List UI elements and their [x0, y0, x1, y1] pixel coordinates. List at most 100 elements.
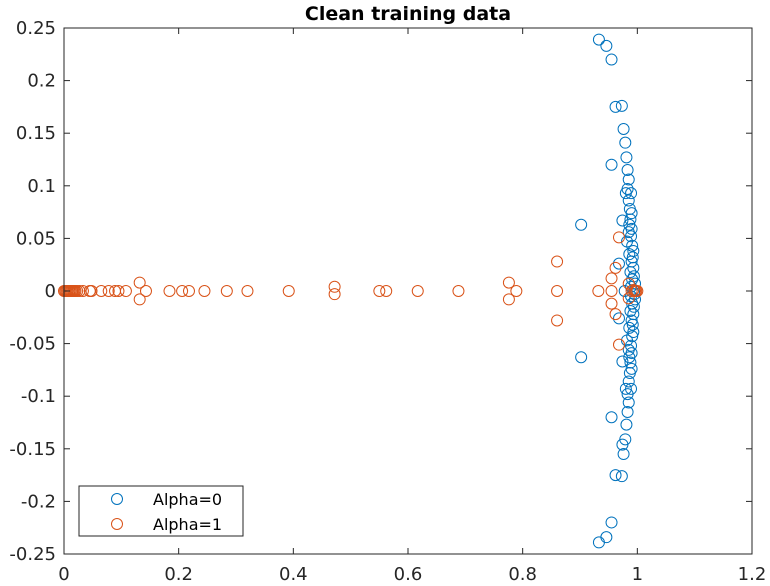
data-marks — [58, 33, 644, 549]
data-point — [623, 248, 636, 261]
data-point — [615, 99, 628, 112]
data-point — [622, 194, 635, 207]
data-point — [605, 297, 618, 310]
data-point — [328, 280, 341, 293]
y-tick-label: 0.2 — [27, 71, 56, 92]
data-point — [627, 261, 640, 274]
data-point — [575, 218, 588, 231]
data-point — [617, 122, 630, 135]
data-point — [592, 285, 605, 297]
data-point — [182, 285, 195, 297]
data-point — [617, 448, 630, 461]
data-point — [622, 396, 635, 409]
data-point — [85, 285, 98, 297]
data-point — [102, 285, 115, 297]
y-tick-label: 0.05 — [16, 228, 56, 249]
data-point — [241, 285, 254, 297]
legend-marker — [111, 518, 123, 530]
x-tick-label: 1 — [632, 564, 643, 585]
data-point — [620, 418, 633, 431]
x-tick-label: 0.8 — [508, 564, 537, 585]
data-point — [631, 285, 644, 297]
data-point — [620, 151, 633, 164]
data-point — [624, 266, 637, 279]
data-point — [373, 285, 386, 297]
data-point — [612, 257, 625, 270]
series-alpha-0 — [575, 33, 642, 549]
y-tick-label: -0.2 — [21, 491, 56, 512]
data-point — [609, 308, 622, 321]
y-tick-label: -0.1 — [21, 386, 56, 407]
data-point — [119, 285, 132, 297]
data-point — [629, 293, 642, 306]
data-point — [73, 285, 86, 297]
x-tick-label: 0.4 — [279, 564, 308, 585]
x-tick-label: 0 — [58, 564, 69, 585]
data-point — [622, 173, 635, 186]
data-point — [609, 469, 622, 482]
y-tick-label: -0.25 — [9, 544, 56, 565]
data-point — [411, 285, 424, 297]
y-tick-label: -0.05 — [9, 334, 56, 355]
data-point — [139, 285, 152, 297]
chart-title: Clean training data — [305, 3, 511, 25]
data-point — [551, 314, 564, 327]
data-point — [112, 285, 125, 297]
data-point — [600, 531, 613, 544]
data-point — [616, 214, 629, 227]
data-point — [622, 277, 635, 290]
data-point — [605, 516, 618, 529]
data-point — [600, 39, 613, 52]
data-point — [592, 536, 605, 549]
data-point — [76, 285, 89, 297]
data-point — [380, 285, 393, 297]
data-point — [605, 272, 618, 285]
data-point — [605, 411, 618, 424]
data-point — [619, 136, 632, 149]
data-point — [612, 338, 625, 351]
data-point — [163, 285, 176, 297]
data-point — [95, 285, 108, 297]
series-alpha-1 — [58, 231, 644, 351]
legend-label: Alpha=0 — [153, 490, 222, 509]
data-point — [502, 293, 515, 306]
data-point — [621, 164, 634, 177]
data-point — [609, 261, 622, 274]
data-point — [220, 285, 233, 297]
y-tick-label: 0.1 — [27, 176, 56, 197]
data-point — [605, 158, 618, 171]
data-point — [623, 351, 636, 364]
data-point — [626, 318, 639, 331]
data-point — [616, 438, 629, 451]
data-point — [619, 187, 632, 200]
data-point — [621, 388, 634, 401]
data-point — [502, 276, 515, 289]
data-point — [625, 187, 638, 200]
data-point — [133, 276, 146, 289]
data-point — [510, 285, 523, 297]
data-point — [198, 285, 211, 297]
data-point — [551, 255, 564, 268]
plot-frame — [63, 27, 753, 555]
x-tick-label: 1.2 — [738, 564, 767, 585]
data-point — [282, 285, 295, 297]
data-point — [575, 351, 588, 364]
data-point — [452, 285, 465, 297]
data-point — [621, 405, 634, 418]
data-point — [612, 312, 625, 325]
data-point — [609, 100, 622, 113]
data-point — [619, 382, 632, 395]
legend: Alpha=0 Alpha=1 — [78, 485, 244, 537]
data-point — [615, 470, 628, 483]
data-point — [625, 285, 638, 297]
data-point — [627, 308, 640, 321]
data-point — [625, 222, 638, 235]
x-tick-label: 0.2 — [164, 564, 193, 585]
data-point — [592, 33, 605, 46]
data-point — [605, 53, 618, 66]
axes: 0 0.2 0.4 0.6 0.8 1 1.2 0.25 0.2 0.15 0.1 0.05 0 -0.0… — [9, 18, 766, 585]
data-point — [623, 321, 636, 334]
y-tick-label: 0.25 — [16, 18, 56, 39]
data-point — [612, 231, 625, 244]
